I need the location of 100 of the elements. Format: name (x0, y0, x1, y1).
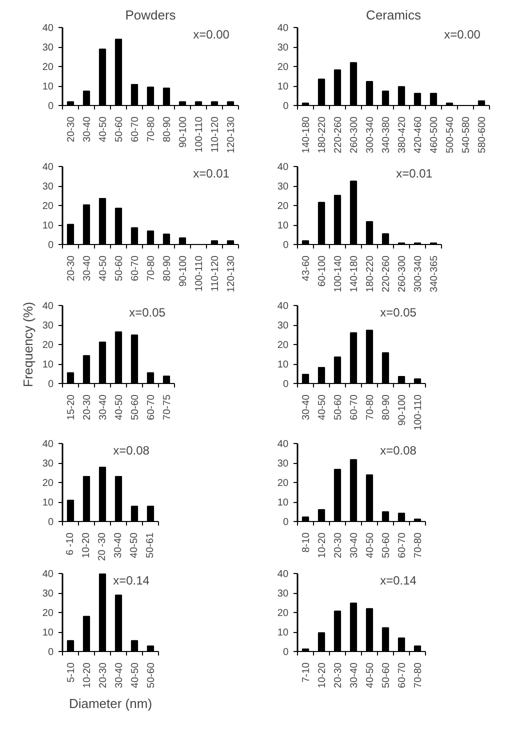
x-tick-label: 10-20 (82, 662, 93, 688)
x-tick-label: 40-50 (129, 532, 140, 558)
x-tick-label: 140-180 (301, 116, 312, 154)
x-tick-label: 70-80 (146, 255, 157, 282)
x-tick-label: 60-70 (349, 394, 360, 420)
y-tick-label: 40 (277, 569, 289, 580)
x-tick-label: 140-180 (349, 255, 360, 292)
y-tick-label: 30 (277, 588, 289, 600)
y-tick-label: 20 (42, 201, 54, 212)
x-tick-label: 6 -10 (65, 532, 76, 556)
y-tick-label: 30 (277, 182, 289, 192)
y-tick-label: 30 (277, 42, 289, 54)
y-tick-label: 0 (282, 101, 289, 112)
x-tick-label: 60-70 (130, 255, 141, 282)
y-tick-label: 0 (282, 517, 289, 528)
x-axis-title: Diameter (nm) (68, 696, 152, 712)
y-tick-label: 40 (42, 569, 54, 580)
y-tick-label: 10 (42, 360, 54, 370)
y-tick-label: 0 (48, 240, 54, 251)
chart-title: x=0.14 (380, 574, 417, 588)
x-tick-label: 260-300 (397, 255, 408, 292)
x-tick-label: 43-60 (301, 255, 312, 282)
y-tick-label: 0 (282, 240, 289, 251)
y-tick-label: 30 (42, 320, 54, 332)
x-tick-label: 60-70 (146, 394, 157, 420)
x-tick-label: 90-100 (178, 116, 189, 148)
x-tick-label: 60-70 (130, 116, 141, 142)
chart-title: x=0.01 (396, 166, 433, 180)
y-tick-label: 40 (277, 301, 289, 312)
x-tick-label: 60-70 (397, 662, 408, 688)
x-tick-label: 5-10 (66, 662, 77, 683)
y-tick-label: 40 (277, 23, 289, 34)
x-tick-label: 20-30 (66, 255, 77, 282)
x-tick-label: 260-300 (349, 116, 360, 154)
x-tick-label: 100-110 (413, 394, 424, 430)
y-tick-label: 10 (277, 498, 289, 508)
x-tick-label: 340-365 (429, 255, 440, 292)
y-tick-label: 10 (42, 628, 54, 638)
x-tick-label: 7-10 (301, 662, 312, 683)
x-tick-label: 50-60 (146, 662, 157, 688)
x-tick-label: 70-80 (365, 394, 376, 420)
x-tick-label: 20-30 (66, 116, 77, 142)
x-tick-label: 340-380 (381, 116, 392, 154)
chart-title: x=0.14 (113, 574, 150, 588)
y-tick-label: 40 (42, 301, 54, 312)
x-tick-label: 80-90 (162, 116, 173, 142)
x-tick-label: 30-40 (82, 255, 93, 282)
x-tick-label: 40-50 (365, 662, 376, 688)
y-tick-label: 0 (48, 517, 54, 528)
chart-title: x=0.08 (380, 444, 417, 458)
x-tick-label: 15-20 (66, 394, 77, 420)
x-tick-label: 20 -30 (97, 532, 108, 561)
y-tick-label: 20 (277, 478, 289, 489)
y-tick-label: 0 (282, 379, 289, 390)
y-tick-label: 10 (277, 628, 289, 638)
x-tick-label: 70-75 (162, 394, 173, 420)
chart-title: x=0.00 (193, 28, 230, 42)
y-tick-label: 30 (42, 42, 54, 54)
y-tick-label: 30 (42, 588, 54, 600)
x-tick-label: 300-340 (413, 255, 424, 292)
x-tick-label: 420-460 (413, 116, 424, 154)
x-tick-label: 30-40 (349, 532, 360, 558)
x-tick-label: 40-50 (130, 662, 141, 688)
x-tick-label: 40-50 (98, 255, 109, 282)
y-tick-label: 10 (277, 360, 289, 370)
x-tick-label: 220-260 (381, 255, 392, 292)
chart-title: x=0.05 (380, 306, 417, 320)
y-tick-label: 0 (48, 379, 54, 390)
y-tick-label: 20 (42, 340, 54, 351)
x-tick-label: 100-110 (194, 116, 205, 152)
y-tick-label: 20 (277, 608, 289, 619)
x-tick-label: 20-30 (82, 394, 93, 420)
x-tick-label: 30-40 (349, 662, 360, 688)
x-tick-label: 70-80 (413, 532, 424, 558)
x-tick-label: 40-50 (114, 394, 125, 420)
y-tick-label: 30 (42, 182, 54, 192)
x-tick-label: 50-60 (130, 394, 141, 420)
x-tick-label: 100-140 (333, 255, 344, 292)
y-tick-label: 30 (277, 320, 289, 332)
y-tick-label: 40 (42, 23, 54, 34)
x-tick-label: 460-500 (429, 116, 440, 154)
y-tick-label: 20 (42, 62, 54, 73)
y-tick-label: 20 (277, 201, 289, 212)
x-tick-label: 20-30 (98, 662, 109, 688)
x-tick-label: 220-260 (333, 116, 344, 154)
x-tick-label: 30-40 (82, 116, 93, 142)
x-tick-label: 10-20 (81, 532, 92, 558)
y-tick-label: 30 (277, 458, 289, 470)
x-tick-label: 540-580 (461, 116, 472, 154)
y-tick-label: 10 (42, 220, 54, 232)
y-tick-label: 0 (48, 101, 54, 112)
y-tick-label: 40 (277, 439, 289, 450)
y-tick-label: 10 (277, 82, 289, 92)
x-tick-label: 110-120 (210, 255, 221, 292)
y-tick-label: 40 (42, 439, 54, 450)
x-tick-label: 50-60 (333, 394, 344, 420)
x-tick-label: 120-130 (226, 255, 237, 292)
x-tick-label: 80-90 (381, 394, 392, 420)
x-tick-label: 100-110 (194, 255, 205, 292)
chart-subtitle: Powders (125, 8, 176, 22)
